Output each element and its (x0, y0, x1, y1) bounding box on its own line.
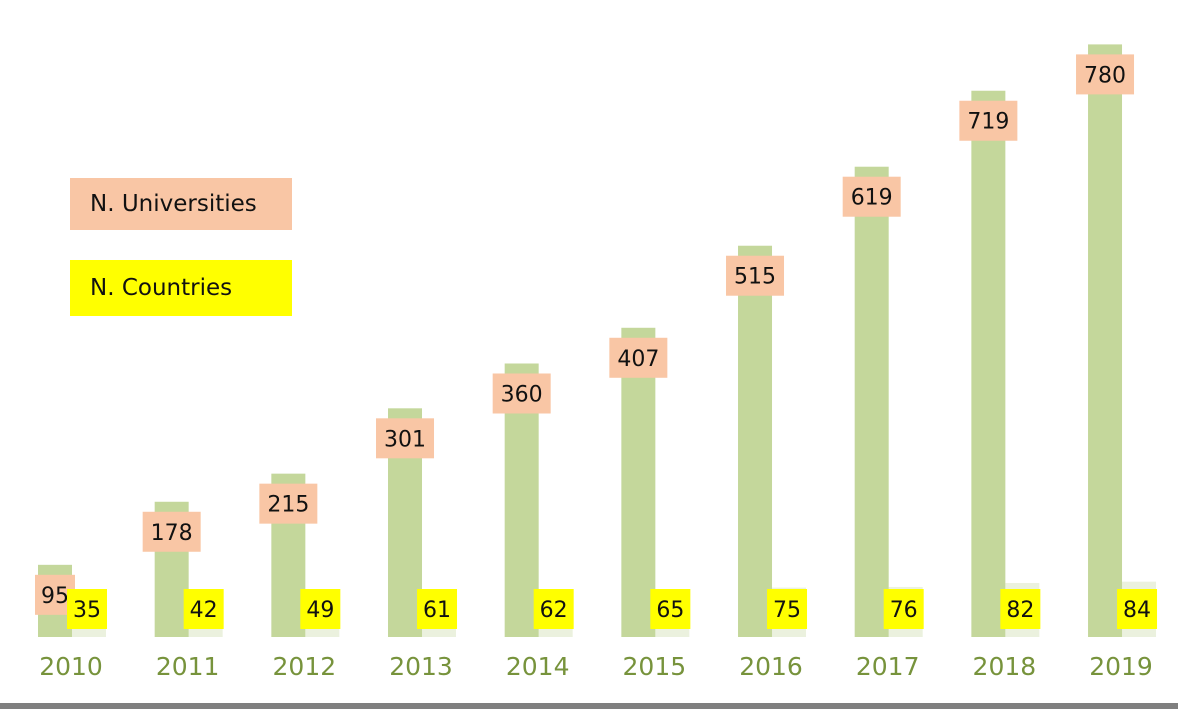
countries-label-bg-2016 (767, 589, 808, 629)
universities-value-2015: 407 (617, 347, 659, 372)
countries-value-2019: 84 (1123, 598, 1151, 623)
x-tick-label-2011: 2011 (156, 652, 220, 681)
countries-label-bg-2017 (883, 589, 924, 629)
countries-label-bg-2010 (67, 589, 107, 629)
universities-value-2011: 178 (151, 521, 193, 546)
countries-value-2011: 42 (190, 598, 218, 623)
universities-label-bg-2017 (842, 176, 901, 217)
universities-value-2014: 360 (501, 382, 543, 407)
universities-value-2018: 719 (967, 110, 1009, 135)
universities-bar-2015 (621, 327, 656, 637)
universities-bar-2016 (738, 245, 773, 637)
x-tick-label-2018: 2018 (973, 652, 1037, 681)
countries-value-2015: 65 (656, 598, 684, 623)
countries-value-2010: 35 (73, 598, 101, 623)
legend-universities: N. Universities (70, 178, 292, 230)
universities-label-bg-2012 (259, 483, 318, 524)
legend-universities-label: N. Universities (90, 191, 257, 217)
x-tick-label-2014: 2014 (506, 652, 570, 681)
universities-value-2017: 619 (851, 186, 893, 211)
countries-label-bg-2019 (1117, 589, 1158, 629)
x-tick-label-2015: 2015 (623, 652, 687, 681)
universities-value-2012: 215 (267, 493, 309, 518)
x-tick-label-2012: 2012 (273, 652, 337, 681)
countries-label-bg-2015 (650, 589, 691, 629)
universities-bar-2017 (854, 166, 889, 637)
legend-countries-label: N. Countries (90, 275, 233, 301)
countries-label-bg-2011 (183, 589, 224, 629)
countries-value-2018: 82 (1006, 598, 1034, 623)
universities-label-bg-2013 (376, 418, 435, 459)
x-tick-label-2017: 2017 (856, 652, 920, 681)
universities-label-bg-2016 (726, 255, 785, 296)
legend-countries: N. Countries (70, 260, 292, 316)
universities-label-bg-2018 (959, 100, 1018, 141)
universities-label-bg-2015 (609, 337, 668, 378)
universities-value-2013: 301 (384, 427, 426, 452)
universities-value-2010: 95 (41, 584, 69, 609)
countries-label-bg-2013 (417, 589, 458, 629)
universities-value-2019: 780 (1084, 63, 1126, 88)
countries-value-2012: 49 (306, 598, 334, 623)
universities-label-bg-2011 (142, 511, 201, 552)
x-tick-label-2019: 2019 (1089, 652, 1153, 681)
x-tick-label-2016: 2016 (739, 652, 803, 681)
universities-bar-2019 (1088, 44, 1123, 637)
countries-label-bg-2012 (300, 589, 341, 629)
universities-bar-2018 (971, 90, 1006, 637)
universities-value-2016: 515 (734, 265, 776, 290)
universities-label-bg-2014 (492, 373, 551, 414)
bottom-rule (0, 703, 1178, 709)
countries-label-bg-2018 (1000, 589, 1041, 629)
countries-value-2013: 61 (423, 598, 451, 623)
x-tick-label-2013: 2013 (389, 652, 453, 681)
countries-value-2016: 75 (773, 598, 801, 623)
x-tick-label-2010: 2010 (39, 652, 103, 681)
countries-value-2014: 62 (540, 598, 568, 623)
countries-label-bg-2014 (533, 589, 574, 629)
countries-value-2017: 76 (890, 598, 918, 623)
universities-label-bg-2019 (1076, 54, 1135, 95)
